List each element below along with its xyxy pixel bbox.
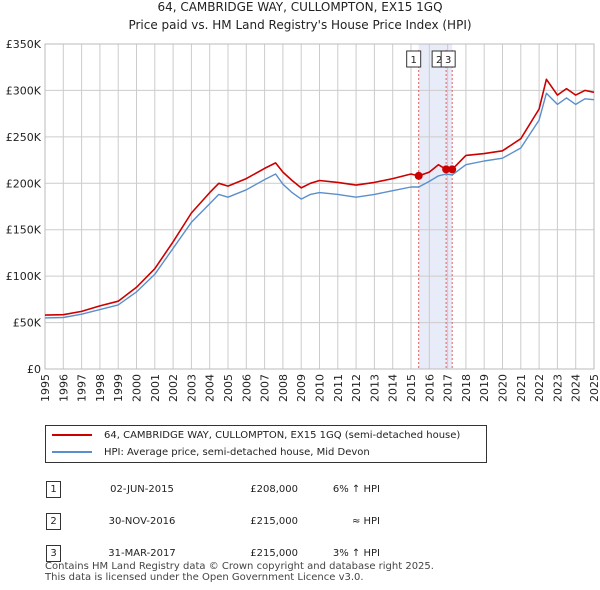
x-tick-label: 2003 [185,374,198,402]
x-tick-label: 2005 [222,374,235,402]
sale-number-badge: 3 [46,544,61,562]
x-tick-label: 2013 [368,374,381,402]
x-tick-label: 2002 [167,374,180,402]
sale-marker-box [440,50,456,68]
footer-copyright: Contains HM Land Registry data © Crown c… [45,561,434,572]
sales-table: 1 02-JUN-2015 £208,000 6% ↑ HPI 2 30-NOV… [44,473,380,569]
x-tick-label: 2007 [259,374,272,402]
hpi-line [44,92,595,319]
sale-marker-label: 1 [406,50,422,68]
sale-point [448,165,457,174]
x-tick-label: 2019 [478,374,491,402]
sale-marker-box [406,50,422,68]
sale-date: 30-NOV-2016 [108,515,176,527]
sale-price: £215,000 [250,547,298,559]
plot-frame [44,43,595,370]
chart-title-line2: Price paid vs. HM Land Registry's House … [128,18,472,32]
x-tick-label: 2015 [405,374,418,402]
x-tick-label: 2012 [350,374,363,402]
sale-number-badge: 1 [46,480,61,498]
footer-license: This data is licensed under the Open Gov… [45,572,364,583]
sale-hpi-relation: ≈ HPI [351,515,380,527]
y-tick-label: £50K [13,317,42,330]
y-tick-label: £300K [6,84,42,97]
sale-date: 02-JUN-2015 [110,483,174,495]
x-tick-label: 2011 [332,374,345,402]
sale-marker-text: 3 [445,55,451,66]
table-row: 3 31-MAR-2017 £215,000 3% ↑ HPI [44,537,380,569]
table-row: 1 02-JUN-2015 £208,000 6% ↑ HPI [44,473,380,505]
sale-point [442,165,451,174]
x-tick-label: 1998 [94,374,107,402]
x-tick-label: 2024 [570,374,583,402]
x-tick-label: 2004 [204,374,217,402]
y-tick-label: £200K [6,177,42,190]
sale-date: 31-MAR-2017 [108,547,176,559]
y-tick-label: £250K [6,131,42,144]
y-tick-label: £350K [6,38,42,51]
x-tick-label: 2016 [423,374,436,402]
sale-marker-text: 2 [436,55,442,66]
y-tick-label: £100K [6,270,42,283]
x-tick-label: 1995 [39,374,52,402]
x-tick-label: 2017 [442,374,455,402]
sale-hpi-relation: 3% ↑ HPI [332,547,380,559]
y-tick-label: £0 [27,363,41,376]
x-tick-label: 2018 [460,374,473,402]
x-tick-label: 2022 [533,374,546,402]
legend-property-line [52,434,92,436]
table-row: 2 30-NOV-2016 £215,000 ≈ HPI [44,505,380,537]
chart-legend: 64, CAMBRIDGE WAY, CULLOMPTON, EX15 1GQ … [45,425,487,463]
sale-price: £208,000 [250,483,298,495]
x-tick-label: 2021 [515,374,528,402]
x-tick-label: 2000 [131,374,144,402]
sale-price: £215,000 [250,515,298,527]
x-tick-label: 2020 [497,374,510,402]
x-tick-label: 2009 [295,374,308,402]
sale-point [414,171,423,180]
x-tick-label: 2014 [387,374,400,402]
x-tick-label: 2023 [551,374,564,402]
sale-marker-label: 3 [440,50,456,68]
legend-hpi-label: HPI: Average price, semi-detached house,… [104,446,370,458]
sale-marker-text: 1 [410,55,416,66]
x-tick-label: 2008 [277,374,290,402]
property-price-line [44,78,595,316]
sale-hpi-relation: 6% ↑ HPI [332,483,380,495]
footer-attribution: Contains HM Land Registry data © Crown c… [45,561,434,583]
sale-number-badge: 2 [46,512,61,530]
x-tick-label: 2025 [588,374,600,402]
x-tick-label: 2006 [240,374,253,402]
chart-title-line1: 64, CAMBRIDGE WAY, CULLOMPTON, EX15 1GQ [157,0,443,14]
x-tick-label: 2010 [314,374,327,402]
price-chart: £0 £50K £100K £150K £200K £250K £300K £350K 1995… [6,38,600,402]
legend-property-label: 64, CAMBRIDGE WAY, CULLOMPTON, EX15 1GQ … [104,429,461,441]
x-tick-label: 1997 [76,374,89,402]
y-tick-label: £150K [6,224,42,237]
x-tick-label: 2001 [149,374,162,402]
legend-hpi-line [52,451,92,453]
x-tick-label: 1999 [112,374,125,402]
x-tick-label: 1996 [57,374,70,402]
